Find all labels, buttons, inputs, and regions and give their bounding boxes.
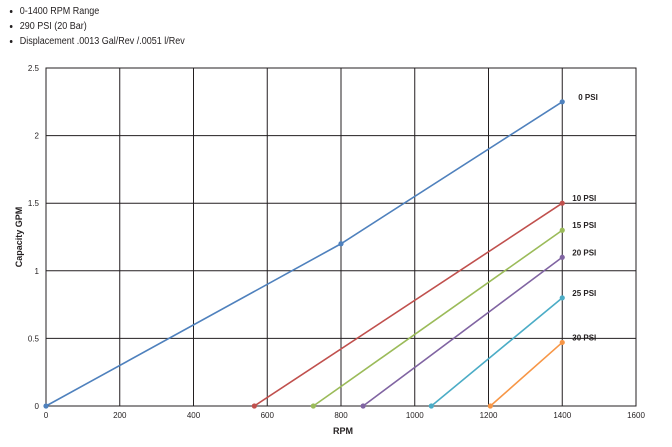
data-point <box>559 227 565 233</box>
x-tick-label: 1600 <box>627 411 645 420</box>
x-tick-label: 400 <box>187 411 201 420</box>
data-point <box>43 403 49 409</box>
x-tick-label: 1400 <box>553 411 571 420</box>
x-tick-label: 600 <box>261 411 275 420</box>
data-point <box>559 99 565 105</box>
chart-series: 0 PSI 10 PSI 15 PSI 20 PSI 25 PSI 30 PSI <box>43 93 598 409</box>
series-line <box>489 341 563 407</box>
x-tick-label: 1000 <box>406 411 424 420</box>
data-point <box>559 200 565 206</box>
x-axis-label: RPM <box>333 426 353 436</box>
x-tick-label: 0 <box>44 411 49 420</box>
spec-pressure: 290 PSI (20 Bar) <box>8 19 185 34</box>
data-point <box>559 295 565 301</box>
y-tick-label: 2 <box>35 132 40 141</box>
series-label: 10 PSI <box>572 194 596 203</box>
series-line <box>312 229 563 407</box>
y-axis-ticks: 0 0.5 1 1.5 2 2.5 <box>28 64 40 411</box>
data-point <box>360 403 366 409</box>
x-tick-label: 200 <box>113 411 127 420</box>
x-tick-label: 1200 <box>480 411 498 420</box>
series-label: 15 PSI <box>572 221 596 230</box>
y-tick-label: 0.5 <box>28 334 40 343</box>
data-point <box>559 339 565 346</box>
y-axis-label: Capacity GPM <box>14 207 24 268</box>
series-0-psi: 0 PSI <box>43 93 598 409</box>
series-label: 0 PSI <box>578 93 598 102</box>
spec-displacement: Displacement .0013 Gal/Rev /.0051 l/Rev <box>8 34 185 49</box>
spec-rpm-range: 0-1400 RPM Range <box>8 4 185 19</box>
y-tick-label: 1.5 <box>28 199 40 208</box>
series-line <box>253 202 563 407</box>
series-10-psi: 10 PSI <box>251 194 596 409</box>
spec-list: 0-1400 RPM Range 290 PSI (20 Bar) Displa… <box>8 4 204 49</box>
series-label: 20 PSI <box>572 248 596 257</box>
x-axis-ticks: 0 200 400 600 800 1000 1200 1400 1600 <box>44 411 646 420</box>
series-line <box>430 297 563 407</box>
series-30-psi: 30 PSI <box>487 333 596 409</box>
series-20-psi: 20 PSI <box>360 248 596 409</box>
data-point <box>428 403 434 409</box>
series-15-psi: 15 PSI <box>310 221 596 409</box>
series-25-psi: 25 PSI <box>428 289 596 409</box>
series-label: 25 PSI <box>572 289 596 298</box>
data-point <box>559 254 565 260</box>
chart-grid <box>45 67 637 407</box>
data-point <box>338 241 344 247</box>
series-label: 30 PSI <box>572 333 596 342</box>
data-point <box>310 403 316 409</box>
y-tick-label: 0 <box>35 402 40 411</box>
y-tick-label: 1 <box>35 267 40 276</box>
series-line <box>362 256 563 407</box>
y-tick-label: 2.5 <box>28 64 40 73</box>
x-tick-label: 800 <box>334 411 348 420</box>
data-point <box>251 403 257 409</box>
data-point <box>487 403 493 409</box>
